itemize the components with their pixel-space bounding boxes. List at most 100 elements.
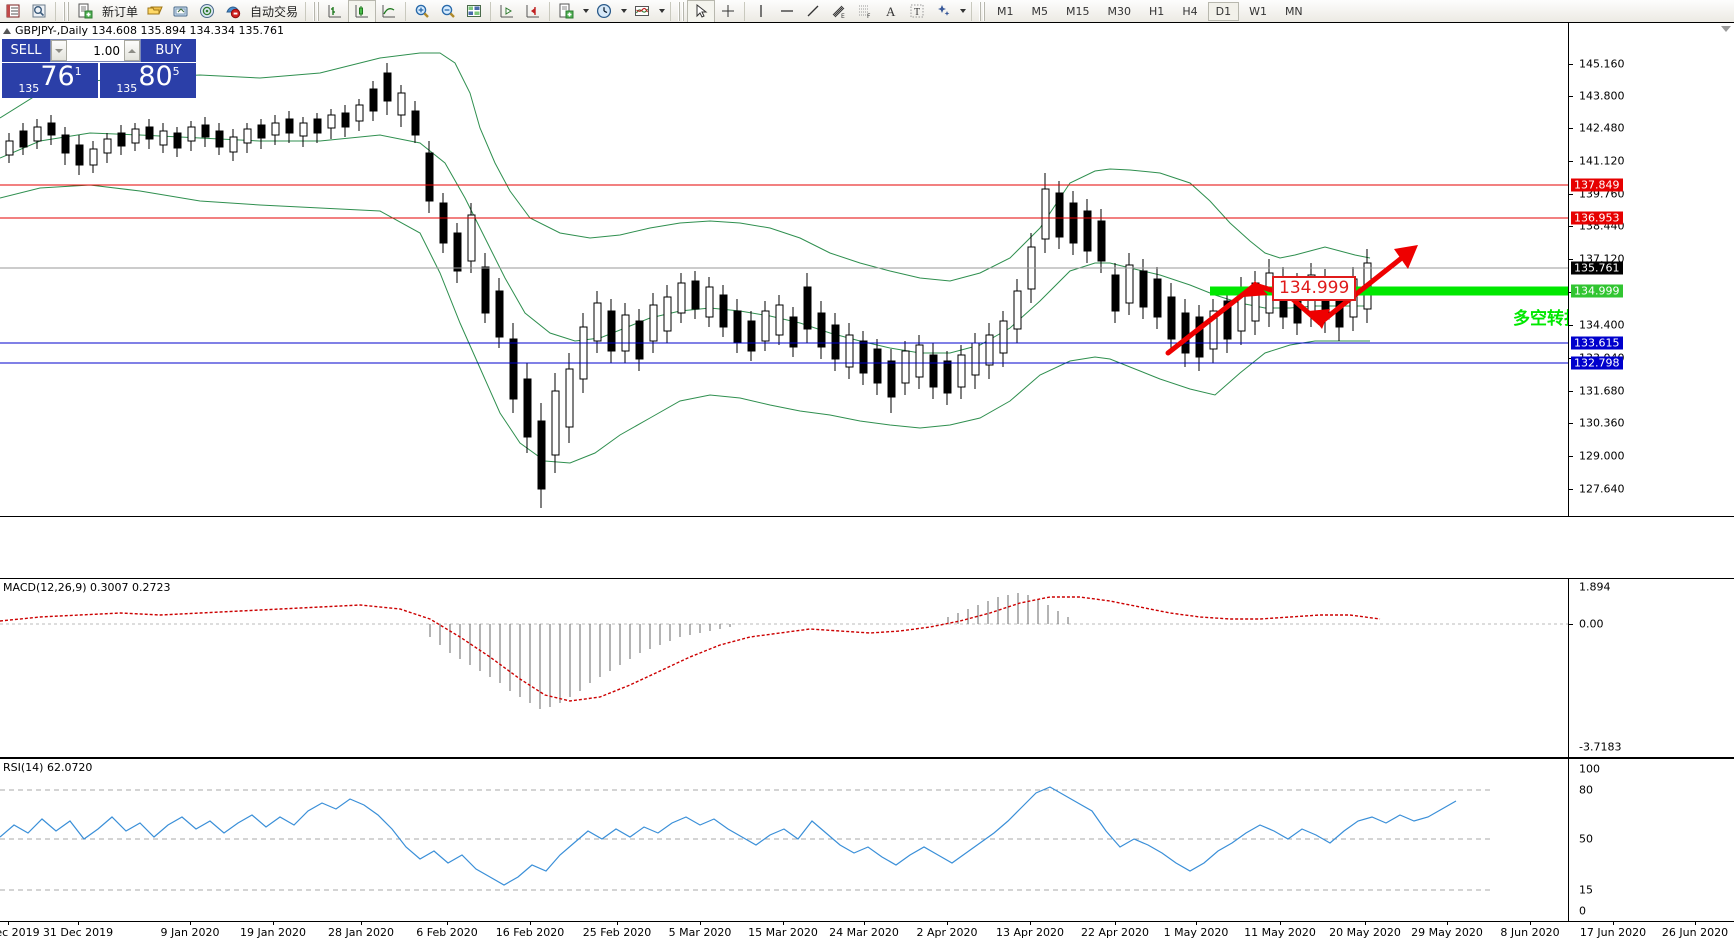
bar-chart-icon[interactable]	[322, 1, 348, 22]
autoscroll-icon[interactable]	[520, 1, 546, 22]
market-watch-icon[interactable]	[0, 1, 26, 22]
date-tick-label: 2 Dec 2019	[0, 926, 40, 939]
price-callout-134999: 134.999	[1272, 276, 1357, 301]
rsi-axis[interactable]: 100 80 50 15 0	[1568, 759, 1734, 921]
text-label-icon[interactable]: T	[904, 1, 930, 22]
volume-value[interactable]: 1.00	[93, 43, 120, 58]
timeframe-mn[interactable]: MN	[1284, 4, 1303, 18]
timeframe-m15[interactable]: M15	[1066, 4, 1090, 18]
buy-button[interactable]: BUY	[141, 39, 196, 62]
volume-stepper[interactable]: 1.00	[50, 39, 141, 62]
date-tick-label: 11 May 2020	[1244, 926, 1316, 939]
date-tick	[1196, 922, 1197, 925]
price-plot-area[interactable]: 134.999 多空转折点	[0, 23, 1568, 516]
period-dropdown-icon[interactable]	[617, 1, 629, 22]
candlestick-chart-icon[interactable]	[348, 0, 377, 23]
terminal-icon[interactable]	[194, 1, 220, 22]
templates-icon[interactable]	[553, 1, 579, 22]
timeframe-m5[interactable]: M5	[1031, 4, 1049, 18]
bollinger-middle-band	[0, 132, 1370, 354]
fibonacci-icon[interactable]: F	[852, 1, 878, 22]
timeframe-h1[interactable]: H1	[1149, 4, 1165, 18]
shift-icon[interactable]	[494, 1, 520, 22]
date-tick	[1695, 922, 1696, 925]
timeframe-w1[interactable]: W1	[1249, 4, 1267, 18]
toolbar-grip-2[interactable]	[312, 1, 320, 21]
candlestick-series	[5, 63, 1372, 508]
timeframe-d1[interactable]: D1	[1207, 1, 1240, 21]
folder-icon[interactable]	[142, 1, 168, 22]
chevron-down-icon	[659, 9, 666, 13]
period-icon[interactable]	[591, 1, 617, 22]
new-order-icon[interactable]	[72, 1, 98, 22]
vertical-line-icon[interactable]	[748, 1, 774, 22]
price-tick-label: 130.360	[1579, 416, 1625, 430]
macd-plot-area[interactable]	[0, 579, 1568, 757]
toolbar-divider-8	[971, 1, 973, 21]
rsi-pane[interactable]: RSI(14) 62.0720 100 80 50 15 0	[0, 758, 1734, 922]
horizontal-line-icon[interactable]	[774, 1, 800, 22]
macd-axis-label: 0.00	[1579, 617, 1604, 631]
rsi-axis-label: 50	[1579, 832, 1593, 846]
date-tick-label: 28 Jan 2020	[328, 926, 394, 939]
new-order-label[interactable]: 新订单	[102, 4, 139, 19]
toolbar-grip-3[interactable]	[677, 1, 685, 21]
date-tick	[273, 922, 274, 925]
date-tick	[1115, 922, 1116, 925]
buy-price-display[interactable]: 135 80 5	[100, 63, 196, 98]
chevron-up-icon	[128, 48, 136, 53]
objects-icon[interactable]	[930, 1, 956, 22]
macd-pane[interactable]: MACD(12,26,9) 0.3007 0.2723	[0, 578, 1734, 758]
sell-price-display[interactable]: 135 76 1	[2, 63, 98, 98]
arrow-head-up-final	[1394, 245, 1418, 269]
equidistant-channel-icon[interactable]: E	[826, 1, 852, 22]
timeframe-h4[interactable]: H4	[1182, 4, 1198, 18]
arrow-head-down-mid	[1308, 309, 1330, 329]
date-tick	[1280, 922, 1281, 925]
one-click-trading-panel[interactable]: SELL 1.00 BUY 135 76 1 135 80 5	[2, 39, 196, 98]
arrow-head-up-mid	[1243, 281, 1268, 297]
line-chart-icon[interactable]	[376, 1, 402, 22]
date-tick-label: 25 Feb 2020	[582, 926, 652, 939]
macd-axis[interactable]: 1.894 0.00 -3.7183	[1568, 579, 1734, 757]
text-icon[interactable]: A	[878, 1, 904, 22]
indicators-dropdown-icon[interactable]	[655, 1, 667, 22]
navigator-icon[interactable]	[168, 1, 194, 22]
volume-increment-button[interactable]	[124, 40, 140, 61]
scroll-up-arrow-icon[interactable]	[1721, 26, 1731, 32]
collapse-triangle-icon[interactable]	[3, 27, 11, 34]
zoom-in-icon[interactable]	[409, 1, 435, 22]
timeframe-m1[interactable]: M1	[997, 4, 1014, 18]
chevron-down-icon	[621, 9, 628, 13]
date-tick	[1613, 922, 1614, 925]
svg-text:A: A	[886, 4, 896, 19]
autotrading-label[interactable]: 自动交易	[250, 4, 299, 19]
indicators-icon[interactable]	[629, 1, 655, 22]
toolbar-grip[interactable]	[62, 1, 69, 21]
main-toolbar: 新订单 自动交易	[0, 0, 1734, 23]
price-chart-pane[interactable]: 134.999 多空转折点 145.160 143.800 142.480 14…	[0, 22, 1734, 517]
rsi-label: RSI(14) 62.0720	[3, 761, 93, 774]
price-axis[interactable]: 145.160 143.800 142.480 141.120 139.760 …	[1568, 23, 1734, 516]
crosshair-icon[interactable]	[715, 1, 741, 22]
date-tick-label: 24 Mar 2020	[829, 926, 899, 939]
rsi-svg	[0, 786, 1494, 891]
price-tick-label: 134.400	[1579, 318, 1625, 332]
sell-button[interactable]: SELL	[2, 39, 50, 62]
date-tick	[700, 922, 701, 925]
templates-dropdown-icon[interactable]	[579, 1, 591, 22]
macd-axis-label: -3.7183	[1579, 740, 1622, 754]
data-window-icon[interactable]	[26, 1, 52, 22]
autotrading-icon[interactable]	[220, 1, 246, 22]
objects-dropdown-icon[interactable]	[956, 1, 968, 22]
grid-icon[interactable]	[461, 1, 487, 22]
zoom-out-icon[interactable]	[435, 1, 461, 22]
macd-histogram	[429, 593, 1069, 709]
trendline-icon[interactable]	[800, 1, 826, 22]
timeframe-m30[interactable]: M30	[1107, 4, 1132, 18]
volume-decrement-button[interactable]	[51, 40, 67, 61]
rsi-plot-area[interactable]	[0, 759, 1568, 921]
cursor-icon[interactable]	[687, 0, 716, 23]
toolbar-grip-4[interactable]	[978, 1, 986, 21]
